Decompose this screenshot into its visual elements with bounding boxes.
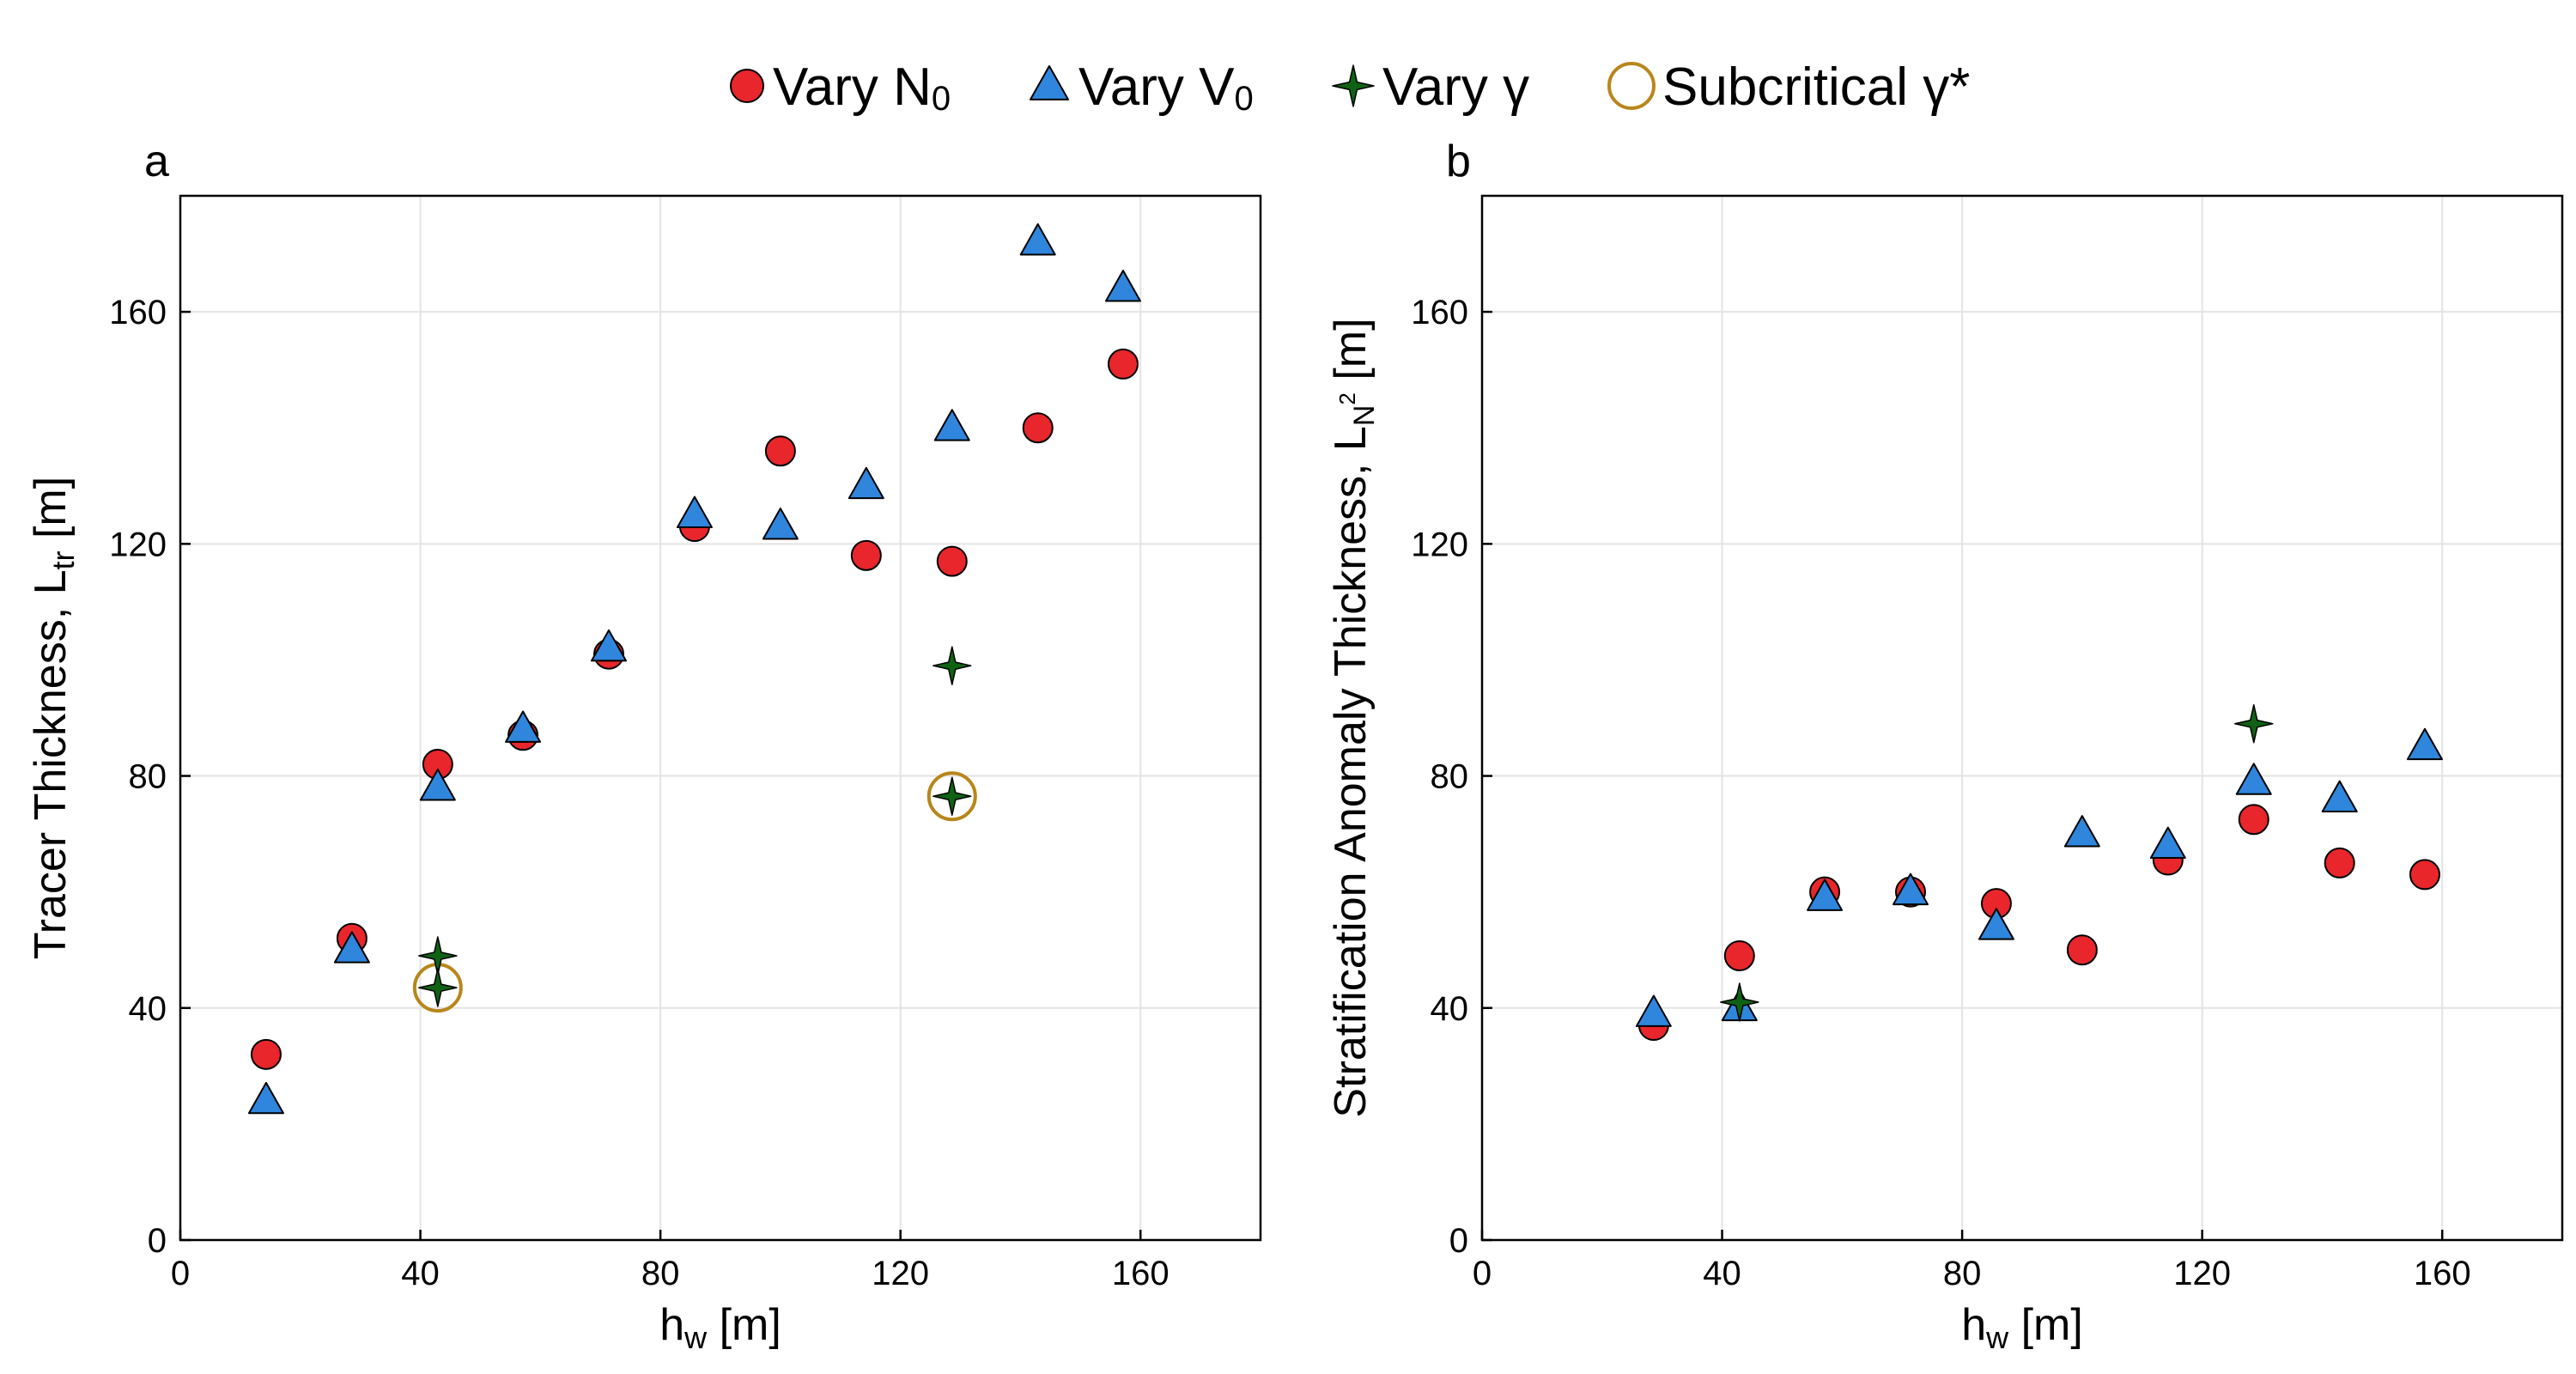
- point-vary-v0: [505, 710, 542, 743]
- gridlines-a: [180, 196, 1261, 1240]
- y-tick-label: 80: [129, 758, 167, 796]
- point-vary-v0: [247, 1081, 284, 1115]
- axis-ticks-a: 0 40 80 120 160 0 40 80 120 160: [109, 294, 1169, 1292]
- point-vary-v0: [933, 409, 970, 441]
- point-vary: [933, 646, 972, 685]
- x-axis-label-a: hw [m]: [659, 1300, 781, 1355]
- legend-marker-triangle: [1030, 64, 1069, 100]
- y-axis-label-b: Stratification Anomaly Thickness, LN2 [m…: [1326, 318, 1381, 1117]
- legend-marker-star: [1332, 64, 1375, 107]
- y-tick-label: 0: [1449, 1222, 1468, 1260]
- point-vary-n0: [1022, 412, 1054, 444]
- y-tick-label: 80: [1431, 758, 1469, 796]
- legend-item-vary-n0: Vary N0: [730, 58, 951, 118]
- point-vary-v0: [1978, 908, 2014, 940]
- y-tick-label: 160: [109, 294, 167, 331]
- legend-marker-ring: [1607, 62, 1656, 110]
- point-vary: [2234, 704, 2274, 744]
- point-vary-v0: [1104, 270, 1141, 302]
- y-axis-label-a: Tracer Thickness, Ltr [m]: [26, 477, 81, 959]
- x-tick-label: 160: [1112, 1255, 1170, 1292]
- legend-item-vary-gamma: Vary γ: [1332, 58, 1529, 117]
- point-vary-v0: [419, 769, 456, 801]
- x-tick-label: 0: [1473, 1255, 1492, 1292]
- x-tick-label: 160: [2414, 1255, 2471, 1292]
- legend-label-subcritical: Subcritical γ*: [1662, 58, 1970, 117]
- legend-circle-marker: [730, 69, 764, 103]
- y-tick-label: 40: [129, 990, 167, 1028]
- point-vary-v0: [848, 466, 884, 500]
- plot-frame-b: [1480, 194, 2564, 1242]
- point-vary-v0: [2149, 826, 2186, 860]
- legend-item-subcritical: Subcritical γ*: [1607, 58, 1970, 117]
- panel-a: a 0 40 80 120 160 0 40 80 120 160 hw [m] Tracer T…: [26, 137, 1262, 1355]
- panel-label-b: b: [1446, 137, 1471, 186]
- point-vary-n0: [250, 1038, 282, 1070]
- point-vary-n0: [764, 435, 796, 467]
- x-tick-label: 120: [872, 1255, 929, 1292]
- point-vary: [933, 776, 972, 816]
- panel-b: b 0 40 80 120 160 0 40 80 120 160 hw [m] Stratifi…: [1326, 137, 2564, 1355]
- point-vary-n0: [936, 545, 968, 577]
- point-vary-v0: [2235, 763, 2272, 795]
- plot-frame-a: [179, 194, 1262, 1242]
- legend-ring-marker: [1607, 62, 1656, 110]
- legend-item-vary-v0: Vary V0: [1030, 58, 1254, 118]
- point-vary-n0: [2066, 934, 2098, 966]
- legend-label-vary-v0: Vary V0: [1078, 58, 1254, 118]
- legend-label-vary-gamma: Vary γ: [1382, 58, 1529, 117]
- x-tick-label: 40: [1703, 1255, 1741, 1292]
- point-vary-v0: [591, 629, 628, 662]
- point-vary-n0: [2324, 847, 2355, 879]
- point-vary-v0: [1807, 879, 1844, 911]
- point-vary-n0: [1107, 348, 1139, 380]
- x-tick-label: 80: [641, 1255, 680, 1292]
- point-vary: [1720, 982, 1759, 1022]
- point-vary-v0: [1635, 994, 1672, 1027]
- legend-star-marker: [1332, 64, 1375, 107]
- axis-ticks-b: 0 40 80 120 160 0 40 80 120 160: [1411, 294, 2470, 1292]
- point-vary: [418, 968, 458, 1007]
- y-tick-label: 120: [1411, 526, 1468, 563]
- x-tick-label: 80: [1943, 1255, 1982, 1292]
- y-tick-label: 160: [1411, 294, 1468, 331]
- point-vary-v0: [2406, 727, 2443, 761]
- point-vary-v0: [1019, 223, 1056, 256]
- y-tick-label: 40: [1431, 990, 1469, 1028]
- point-vary-n0: [2409, 859, 2440, 891]
- point-vary-n0: [850, 539, 882, 571]
- point-vary-v0: [333, 931, 370, 964]
- point-vary-n0: [2238, 804, 2269, 836]
- legend-triangle-marker: [1030, 64, 1069, 100]
- point-vary-v0: [676, 495, 713, 528]
- x-axis-label-b: hw [m]: [1961, 1300, 2083, 1355]
- panel-label-a: a: [144, 137, 169, 186]
- point-vary-n0: [1723, 939, 1755, 971]
- point-vary-v0: [1893, 872, 1929, 906]
- gridlines-b: [1482, 196, 2562, 1240]
- point-vary-v0: [2063, 815, 2100, 848]
- point-subcritical: [927, 771, 977, 822]
- legend: Vary N0 Vary V0 Vary γ Subcritical γ*: [730, 58, 1970, 118]
- data-points-a: [247, 223, 1141, 1115]
- point-vary-v0: [762, 508, 799, 540]
- legend-label-vary-n0: Vary N0: [773, 58, 951, 118]
- x-tick-label: 0: [171, 1255, 190, 1292]
- x-tick-label: 120: [2173, 1255, 2231, 1292]
- data-points-b: [1635, 704, 2443, 1042]
- x-tick-label: 40: [401, 1255, 440, 1292]
- point-vary-v0: [2321, 780, 2358, 812]
- y-tick-label: 0: [148, 1222, 167, 1260]
- legend-marker-circle: [730, 69, 764, 103]
- y-tick-label: 120: [109, 526, 167, 563]
